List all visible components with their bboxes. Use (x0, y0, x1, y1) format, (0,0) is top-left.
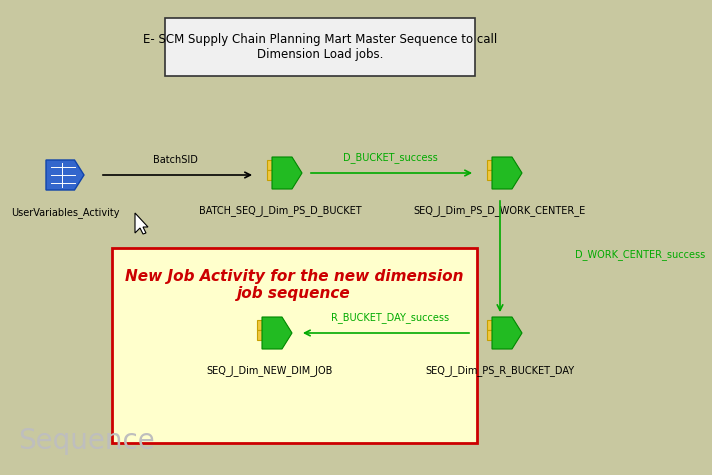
FancyBboxPatch shape (497, 170, 507, 180)
Polygon shape (492, 157, 522, 189)
Polygon shape (262, 317, 292, 349)
FancyBboxPatch shape (487, 160, 497, 170)
FancyBboxPatch shape (487, 170, 497, 180)
Text: E- SCM Supply Chain Planning Mart Master Sequence to call
Dimension Load jobs.: E- SCM Supply Chain Planning Mart Master… (143, 33, 497, 61)
Text: R_BUCKET_DAY_success: R_BUCKET_DAY_success (331, 312, 449, 323)
FancyBboxPatch shape (497, 160, 507, 170)
FancyBboxPatch shape (487, 320, 497, 330)
Polygon shape (272, 157, 302, 189)
FancyBboxPatch shape (497, 320, 507, 330)
FancyBboxPatch shape (267, 160, 277, 170)
FancyBboxPatch shape (267, 330, 277, 340)
Text: BATCH_SEQ_J_Dim_PS_D_BUCKET: BATCH_SEQ_J_Dim_PS_D_BUCKET (199, 205, 361, 216)
FancyBboxPatch shape (257, 330, 267, 340)
FancyBboxPatch shape (112, 248, 477, 443)
FancyBboxPatch shape (277, 160, 287, 170)
FancyBboxPatch shape (267, 170, 277, 180)
FancyBboxPatch shape (165, 18, 475, 76)
FancyBboxPatch shape (487, 330, 497, 340)
Polygon shape (46, 160, 84, 190)
Text: D_WORK_CENTER_success: D_WORK_CENTER_success (575, 249, 706, 260)
Text: Sequence: Sequence (18, 427, 155, 455)
FancyBboxPatch shape (257, 320, 267, 330)
Text: New Job Activity for the new dimension
job sequence: New Job Activity for the new dimension j… (125, 269, 464, 301)
FancyBboxPatch shape (267, 320, 277, 330)
Polygon shape (135, 213, 148, 234)
FancyBboxPatch shape (277, 170, 287, 180)
Text: SEQ_J_Dim_NEW_DIM_JOB: SEQ_J_Dim_NEW_DIM_JOB (206, 365, 333, 376)
FancyBboxPatch shape (497, 330, 507, 340)
Text: SEQ_J_Dim_PS_R_BUCKET_DAY: SEQ_J_Dim_PS_R_BUCKET_DAY (426, 365, 575, 376)
Text: BatchSID: BatchSID (152, 155, 197, 165)
Text: UserVariables_Activity: UserVariables_Activity (11, 207, 119, 218)
Text: SEQ_J_Dim_PS_D_WORK_CENTER_E: SEQ_J_Dim_PS_D_WORK_CENTER_E (414, 205, 586, 216)
Text: D_BUCKET_success: D_BUCKET_success (342, 152, 437, 163)
Polygon shape (492, 317, 522, 349)
